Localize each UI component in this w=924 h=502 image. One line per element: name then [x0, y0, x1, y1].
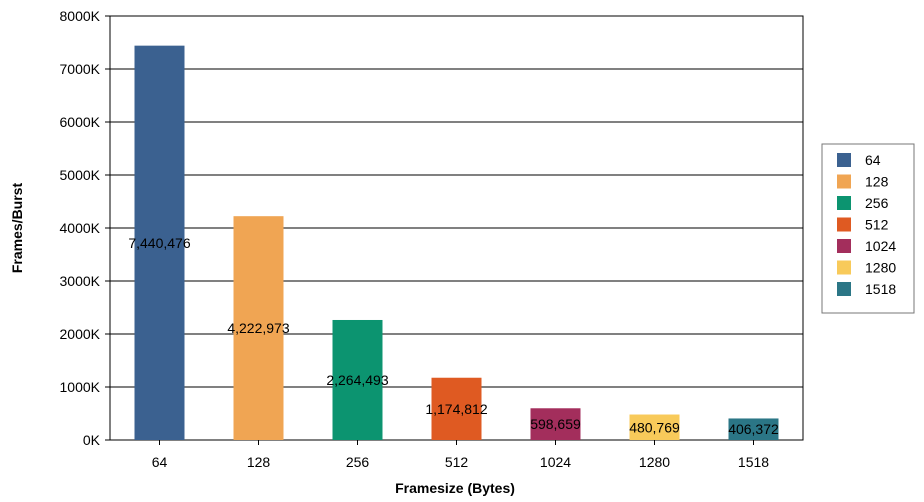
- legend-label-128: 128: [865, 174, 889, 190]
- y-tick-label: 1000K: [60, 379, 101, 395]
- y-axis-tick-labels: 0K 1000K 2000K 3000K 4000K 5000K 6000K 7000K 800…: [60, 8, 101, 448]
- x-tick-label: 1280: [639, 454, 670, 470]
- legend-label-1518: 1518: [865, 281, 896, 297]
- legend-swatch-128: [837, 174, 851, 189]
- x-tick-label: 256: [346, 454, 370, 470]
- y-tick-label: 7000K: [60, 61, 101, 77]
- legend-swatch-1280: [837, 260, 851, 275]
- legend-label-1024: 1024: [865, 238, 896, 254]
- legend-label-1280: 1280: [865, 260, 896, 276]
- y-axis-title: Frames/Burst: [9, 183, 25, 274]
- grid-lines: [105, 15, 804, 445]
- data-label-1518: 406,372: [728, 421, 779, 437]
- data-label-1280: 480,769: [629, 419, 680, 435]
- x-tick-label: 128: [247, 454, 271, 470]
- x-tick-label: 512: [445, 454, 469, 470]
- x-tick-label: 1518: [738, 454, 769, 470]
- x-tick-label: 1024: [540, 454, 571, 470]
- y-tick-label: 6000K: [60, 114, 101, 130]
- legend-swatch-64: [837, 153, 851, 167]
- bar-512: [431, 377, 482, 440]
- bar-1024: [530, 408, 581, 440]
- legend-label-64: 64: [865, 152, 881, 168]
- data-label-128: 4,222,973: [227, 320, 289, 336]
- legend-swatch-1518: [837, 282, 851, 296]
- y-tick-label: 4000K: [60, 220, 101, 236]
- bar-1280: [629, 414, 680, 440]
- legend-swatch-256: [837, 196, 851, 210]
- data-label-64: 7,440,476: [128, 235, 190, 251]
- x-tick-label: 64: [152, 454, 168, 470]
- bar-128: [233, 216, 284, 440]
- data-label-256: 2,264,493: [326, 372, 388, 388]
- legend: 64 128 256 512 1024 1280 1518: [821, 143, 915, 314]
- x-axis-tick-labels: 64 128 256 512 1024 1280 1518: [152, 454, 770, 470]
- y-tick-label: 2000K: [60, 326, 101, 342]
- legend-label-512: 512: [865, 217, 889, 233]
- data-label-512: 1,174,812: [425, 401, 487, 417]
- y-tick-label: 8000K: [60, 8, 101, 24]
- data-labels: 7,440,476 4,222,973 2,264,493 1,174,812 598,…: [128, 235, 779, 437]
- x-axis-title: Framesize (Bytes): [395, 480, 515, 496]
- legend-label-256: 256: [865, 195, 889, 211]
- bar-64: [134, 45, 185, 440]
- bars: [134, 45, 779, 440]
- y-tick-label: 5000K: [60, 167, 101, 183]
- bar-256: [332, 319, 383, 440]
- data-label-1024: 598,659: [530, 416, 581, 432]
- legend-swatch-512: [837, 217, 851, 232]
- y-tick-label: 0K: [83, 432, 101, 448]
- y-tick-label: 3000K: [60, 273, 101, 289]
- bar-1518: [728, 418, 779, 440]
- legend-swatch-1024: [837, 239, 851, 253]
